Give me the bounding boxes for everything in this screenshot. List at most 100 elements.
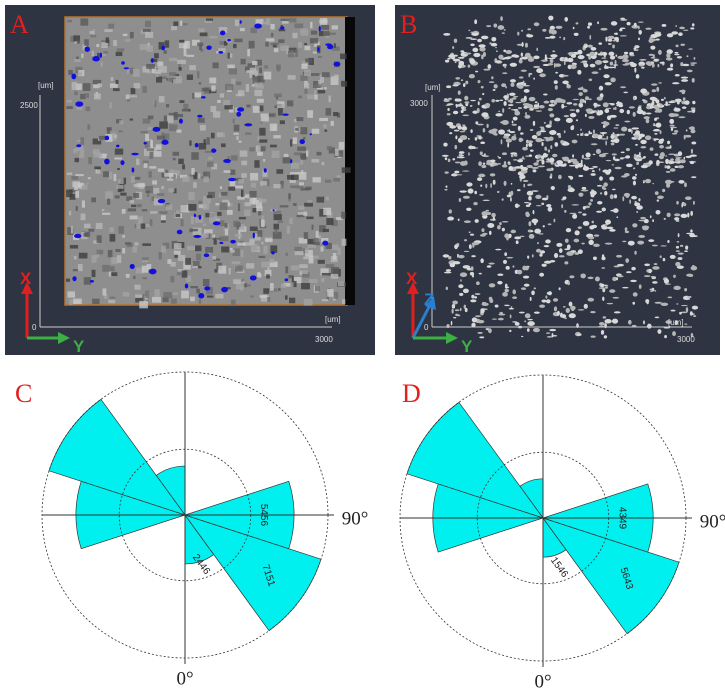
- particle: [622, 241, 626, 243]
- particle: [656, 38, 660, 40]
- grain: [310, 22, 312, 28]
- grain: [213, 62, 219, 68]
- particle: [605, 82, 612, 85]
- particle: [469, 59, 475, 64]
- particle: [527, 256, 529, 259]
- grain: [91, 197, 96, 202]
- particle: [674, 108, 681, 112]
- particle: [464, 53, 471, 55]
- grain: [111, 77, 114, 81]
- particle: [445, 60, 449, 63]
- grain: [259, 295, 267, 298]
- grain: [173, 21, 178, 26]
- grain: [241, 173, 247, 178]
- particle: [528, 57, 534, 62]
- grain: [109, 172, 112, 180]
- particle: [461, 110, 464, 113]
- particle: [681, 214, 688, 218]
- particle: [514, 111, 520, 116]
- grain: [240, 150, 248, 156]
- grain: [186, 55, 194, 57]
- grain: [219, 193, 221, 197]
- particle: [578, 212, 582, 214]
- particle: [636, 205, 643, 210]
- particle: [601, 267, 605, 268]
- grain: [122, 235, 125, 238]
- grain: [294, 247, 302, 251]
- particle: [515, 322, 520, 326]
- particle: [616, 104, 619, 106]
- grain: [139, 301, 148, 308]
- particle: [610, 77, 616, 82]
- pore: [153, 127, 161, 132]
- particle: [495, 100, 499, 102]
- particle: [605, 220, 611, 225]
- particle: [628, 320, 632, 325]
- particle: [580, 62, 584, 63]
- particle: [684, 182, 687, 187]
- grain: [229, 68, 237, 74]
- particle: [683, 203, 687, 207]
- pore: [201, 96, 206, 98]
- particle: [595, 60, 602, 65]
- grain: [227, 210, 233, 215]
- grain: [183, 23, 188, 25]
- grain: [292, 33, 297, 38]
- grain: [134, 83, 140, 88]
- grain: [189, 140, 191, 145]
- particle: [502, 108, 504, 113]
- particle: [532, 254, 534, 257]
- particle: [529, 154, 532, 157]
- particle: [505, 50, 512, 54]
- particle: [468, 188, 474, 193]
- particle: [613, 108, 615, 110]
- particle: [445, 171, 449, 173]
- particle: [573, 103, 577, 105]
- grain: [323, 229, 329, 232]
- particle: [549, 36, 555, 39]
- grain: [150, 211, 157, 213]
- particle: [591, 143, 598, 145]
- grain: [313, 238, 318, 242]
- grain: [304, 70, 311, 76]
- grain: [177, 272, 182, 275]
- particle: [498, 55, 503, 60]
- grain: [161, 246, 166, 253]
- grain: [101, 62, 103, 67]
- particle: [551, 30, 557, 35]
- particle: [614, 159, 620, 162]
- particle: [605, 141, 607, 146]
- particle: [538, 165, 545, 167]
- grain: [84, 224, 91, 229]
- particle: [670, 63, 673, 67]
- grain: [239, 141, 242, 143]
- particle: [564, 61, 566, 65]
- grain: [342, 167, 351, 172]
- grain: [175, 214, 180, 217]
- grain: [272, 151, 280, 158]
- grain: [181, 205, 189, 212]
- pore: [92, 56, 100, 61]
- particle: [531, 219, 538, 224]
- particle: [671, 31, 678, 34]
- particle: [470, 32, 477, 33]
- grain: [231, 155, 238, 160]
- particle: [608, 67, 615, 69]
- grain: [193, 182, 197, 188]
- particle: [464, 251, 469, 252]
- grain: [198, 118, 205, 123]
- particle: [543, 155, 548, 158]
- particle: [667, 240, 669, 243]
- particle: [555, 164, 560, 166]
- angle-label: 0°: [534, 671, 551, 689]
- grain: [257, 230, 262, 237]
- particle: [593, 244, 600, 247]
- grain: [323, 31, 330, 36]
- particle: [533, 162, 538, 165]
- particle: [634, 68, 636, 73]
- particle: [561, 204, 563, 208]
- particle: [496, 60, 502, 62]
- particle: [670, 145, 672, 149]
- particle: [654, 129, 660, 131]
- particle: [533, 210, 535, 214]
